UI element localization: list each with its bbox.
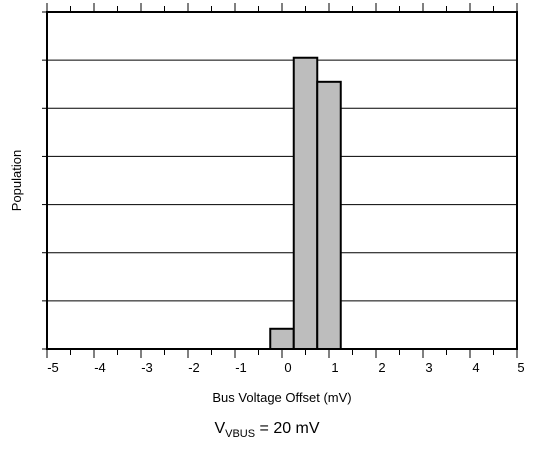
x-tick-label: 3 <box>425 360 432 375</box>
x-tick-labels: -5 -4 -3 -2 -1 0 1 2 3 4 5 <box>47 360 524 375</box>
plot-frame <box>46 11 518 350</box>
test-condition-label: VVBUS = 20 mV <box>0 420 534 440</box>
x-tick-label: 0 <box>284 360 291 375</box>
x-tick-label: -4 <box>94 360 106 375</box>
x-tick-label: 1 <box>331 360 338 375</box>
histogram-bar <box>269 327 295 350</box>
grid-lines <box>47 59 517 302</box>
x-tick-label: -1 <box>235 360 247 375</box>
x-tick-label: 5 <box>517 360 524 375</box>
x-tick-label: -5 <box>47 360 59 375</box>
condition-prefix: V <box>214 420 226 437</box>
y-axis-label: Population <box>9 150 24 211</box>
histogram-bar <box>292 56 319 350</box>
histogram-bar <box>316 80 342 351</box>
condition-subscript: VBUS <box>225 428 256 441</box>
condition-suffix: = 20 mV <box>255 420 320 437</box>
bars <box>269 56 342 351</box>
axis-ticks <box>42 3 518 358</box>
x-tick-label: -3 <box>141 360 153 375</box>
x-tick-label: 4 <box>472 360 479 375</box>
x-tick-label: -2 <box>188 360 200 375</box>
x-axis-label: Bus Voltage Offset (mV) <box>212 390 351 405</box>
x-tick-label: 2 <box>378 360 385 375</box>
